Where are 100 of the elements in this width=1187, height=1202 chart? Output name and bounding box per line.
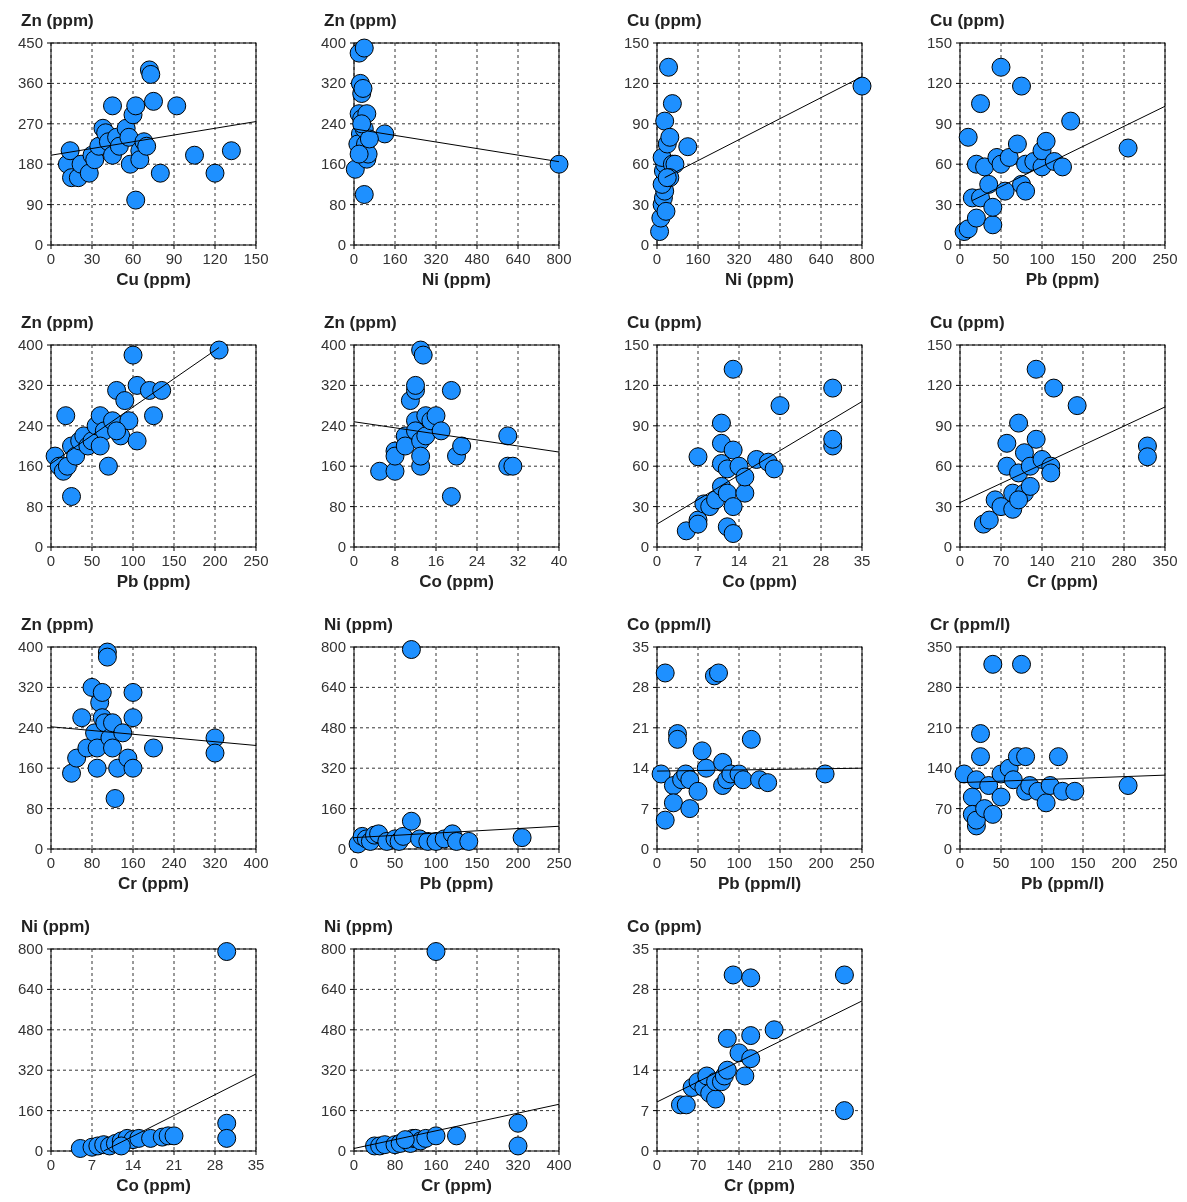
point — [221, 141, 241, 161]
y-tick-label: 180 — [17, 155, 43, 173]
x-tick-label: 250 — [546, 854, 572, 871]
y-tick-label: 0 — [943, 236, 952, 253]
x-tick-label: 21 — [771, 552, 789, 569]
point — [111, 1136, 131, 1156]
point — [770, 396, 790, 416]
point — [655, 111, 675, 131]
point — [426, 1126, 446, 1146]
y-tick-label: 90 — [632, 416, 649, 434]
point — [1118, 138, 1138, 158]
y-tick-label: 0 — [34, 538, 43, 555]
point — [723, 965, 743, 985]
x-tick-label: 150 — [464, 854, 490, 871]
x-tick-label: 240 — [161, 854, 187, 871]
y-axis-title: Ni (ppm) — [324, 615, 393, 634]
y-tick-label: 30 — [935, 497, 952, 515]
point — [660, 127, 680, 147]
y-axis-title: Zn (ppm) — [21, 313, 94, 332]
x-tick-label: 280 — [808, 1156, 834, 1173]
point — [508, 1113, 528, 1133]
point — [723, 359, 743, 379]
point — [123, 682, 143, 702]
point — [735, 483, 755, 503]
x-tick-label: 50 — [992, 854, 1010, 871]
point — [354, 185, 374, 204]
y-tick-label: 640 — [320, 678, 346, 696]
y-axis-title: Cu (ppm) — [627, 313, 702, 332]
point — [103, 738, 122, 758]
x-tick-label: 350 — [1152, 552, 1178, 569]
y-tick-label: 0 — [34, 1142, 43, 1159]
point — [1007, 134, 1027, 154]
y-tick-label: 320 — [17, 678, 43, 696]
point — [431, 421, 451, 441]
y-tick-label: 30 — [632, 497, 649, 515]
y-tick-label: 80 — [26, 799, 43, 817]
point — [983, 215, 1003, 235]
x-tick-label: 120 — [202, 250, 228, 267]
point — [834, 965, 854, 985]
y-tick-label: 800 — [320, 638, 346, 655]
point — [723, 524, 743, 544]
y-tick-label: 640 — [320, 980, 346, 998]
x-tick-label: 100 — [120, 552, 146, 569]
point — [1016, 747, 1036, 767]
point — [395, 436, 415, 456]
point — [406, 375, 425, 395]
point — [1012, 654, 1031, 674]
point — [441, 380, 461, 400]
y-tick-label: 21 — [632, 718, 649, 736]
point — [512, 828, 532, 848]
point — [1016, 181, 1036, 201]
y-axis-title: Cu (ppm) — [930, 313, 1005, 332]
point — [834, 1101, 854, 1121]
x-tick-label: 160 — [423, 1156, 449, 1173]
x-tick-label: 200 — [1111, 250, 1137, 267]
x-tick-label: 16 — [427, 552, 445, 569]
x-tick-label: 140 — [726, 1156, 752, 1173]
y-tick-label: 28 — [632, 980, 649, 998]
point — [1041, 463, 1061, 483]
x-axis-title: Ni (ppm) — [725, 270, 794, 289]
point — [1065, 781, 1085, 801]
point — [696, 758, 716, 778]
y-tick-label: 0 — [640, 236, 649, 253]
x-axis-title: Cr (ppm) — [724, 1176, 795, 1195]
point — [1044, 378, 1064, 398]
x-tick-label: 0 — [652, 250, 662, 267]
y-tick-label: 70 — [935, 799, 952, 817]
x-tick-label: 50 — [386, 854, 404, 871]
x-tick-label: 200 — [808, 854, 834, 871]
x-tick-label: 70 — [992, 552, 1010, 569]
y-tick-label: 28 — [632, 678, 649, 696]
point — [764, 459, 784, 479]
y-tick-label: 150 — [623, 34, 649, 51]
point — [395, 1130, 415, 1150]
point — [823, 378, 843, 398]
point — [1036, 793, 1056, 813]
y-axis-title: Co (ppm/l) — [627, 615, 712, 634]
x-tick-label: 28 — [812, 552, 830, 569]
x-tick-label: 50 — [689, 854, 707, 871]
y-tick-label: 480 — [320, 1020, 346, 1038]
y-tick-label: 150 — [926, 34, 952, 51]
y-tick-label: 400 — [17, 638, 43, 655]
x-tick-label: 200 — [505, 854, 531, 871]
x-tick-label: 7 — [87, 1156, 97, 1173]
y-axis-title: Co (ppm) — [627, 917, 702, 936]
point — [723, 440, 743, 460]
y-tick-label: 7 — [640, 1101, 649, 1119]
x-tick-label: 210 — [767, 1156, 793, 1173]
y-tick-label: 400 — [17, 336, 43, 353]
point — [401, 811, 421, 831]
x-tick-label: 80 — [386, 1156, 404, 1173]
point — [1048, 747, 1068, 767]
y-tick-label: 0 — [34, 840, 43, 857]
point — [1012, 76, 1031, 96]
y-tick-label: 480 — [17, 1020, 43, 1038]
x-tick-label: 480 — [464, 250, 490, 267]
y-tick-label: 0 — [640, 840, 649, 857]
point — [735, 1066, 755, 1086]
y-tick-label: 0 — [943, 538, 952, 555]
x-tick-label: 150 — [1070, 250, 1096, 267]
